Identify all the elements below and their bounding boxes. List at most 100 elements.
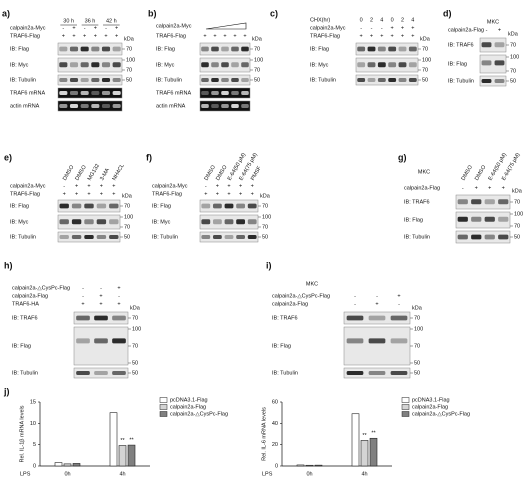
band: [201, 91, 209, 95]
sign: +: [213, 33, 216, 39]
band: [201, 78, 209, 82]
band: [84, 219, 94, 225]
y-tick-label: 60: [272, 399, 278, 405]
kda-label: 50: [126, 77, 132, 83]
band: [101, 78, 111, 82]
gradient-triangle: [205, 22, 247, 30]
blot: [355, 42, 419, 56]
sign: +: [401, 33, 404, 39]
row-label: calpain2a-Myc: [10, 25, 46, 31]
band: [221, 78, 229, 82]
band: [91, 104, 100, 108]
kda-label: 70: [132, 315, 138, 321]
blot-label: IB: Flag: [272, 343, 291, 349]
x-axis-label: LPS: [262, 471, 273, 477]
band: [377, 78, 386, 82]
blot: [57, 100, 123, 112]
y-tick-label: 0: [33, 463, 36, 469]
band: [484, 216, 495, 222]
y-tick-label: 10: [30, 421, 36, 427]
kda-label: 70: [514, 223, 520, 229]
kda-label: 70: [510, 42, 516, 48]
band: [408, 46, 417, 52]
kda-label: 70: [132, 343, 138, 349]
sign: 4: [380, 17, 383, 23]
kda-label: 70: [126, 46, 132, 52]
sign: +: [251, 191, 254, 197]
blot-label: TRAF6 mRNA: [156, 90, 191, 96]
header-label: MKC: [418, 169, 430, 175]
sign: +: [117, 285, 120, 291]
row-label: calpain2a-Myc: [310, 25, 346, 31]
band: [112, 46, 121, 52]
sign: +: [104, 33, 107, 39]
row-label: calpain2a-Myc: [10, 183, 46, 189]
legend-label: calpain2a-Flag: [412, 404, 448, 410]
row-label: TRAF6-Flag: [10, 33, 40, 39]
band: [388, 46, 397, 52]
band: [221, 104, 229, 108]
sign: +: [72, 25, 75, 31]
sign: -: [63, 183, 65, 189]
row-label: calpain2a-Flag: [12, 293, 48, 299]
bar: [314, 464, 323, 467]
sign: +: [391, 25, 394, 31]
legend-label: calpain2a-△CysPc-Flag: [412, 411, 470, 417]
blot: [355, 74, 419, 86]
band: [221, 46, 229, 52]
band: [80, 104, 89, 108]
kda-label: 70: [262, 224, 268, 230]
x-tick-label: 4h: [119, 471, 125, 477]
time-label: 42 h: [106, 18, 117, 24]
band: [471, 199, 482, 205]
sign: +: [112, 183, 115, 189]
blot-label: IB: Tubulin: [10, 77, 36, 83]
sign: -: [105, 25, 107, 31]
column-label: DMSO: [461, 164, 475, 182]
kda-label: 50: [414, 370, 420, 376]
sign: -: [84, 25, 86, 31]
band: [377, 62, 386, 68]
panel-label: g): [398, 152, 407, 162]
blot-label: IB: Tubulin: [10, 234, 36, 240]
y-tick-label: 20: [272, 442, 278, 448]
band: [388, 62, 397, 68]
band: [221, 91, 229, 95]
sign: +: [112, 191, 115, 197]
blot-label: IB: Myc: [156, 62, 175, 68]
blot-label: IB: Flag: [152, 203, 171, 209]
sign: +: [488, 185, 491, 191]
bar: [360, 440, 369, 467]
bar: [369, 437, 378, 467]
sign: +: [94, 33, 97, 39]
kda-title: kDa: [512, 188, 523, 194]
blot-label: IB: Myc: [152, 219, 171, 225]
kda-label: 100: [510, 54, 519, 60]
panel-label: c): [270, 8, 278, 18]
sign: +: [62, 33, 65, 39]
band: [71, 235, 82, 239]
bar: [118, 445, 127, 467]
band: [94, 315, 108, 321]
band: [201, 46, 209, 52]
sign: -: [205, 183, 207, 189]
sign: 2: [370, 17, 373, 23]
band: [241, 46, 249, 52]
band: [231, 91, 239, 95]
sign: +: [115, 25, 118, 31]
kda-label: 70: [254, 46, 260, 52]
band: [498, 216, 509, 222]
band: [247, 203, 257, 209]
band: [494, 60, 505, 66]
band: [368, 338, 386, 344]
bar: [127, 444, 136, 467]
kda-title: kDa: [122, 193, 133, 199]
band: [211, 104, 219, 108]
band: [241, 104, 249, 108]
band: [59, 104, 68, 108]
legend-swatch: [401, 411, 410, 417]
blot: [455, 211, 511, 229]
blot: [57, 42, 123, 56]
band: [59, 235, 69, 239]
y-tick-label: 15: [30, 399, 36, 405]
